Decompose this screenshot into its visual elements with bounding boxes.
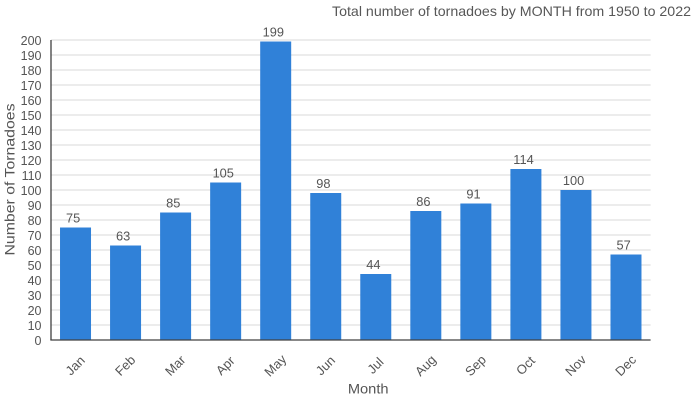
svg-text:86: 86 (416, 194, 430, 209)
svg-text:Total number of tornadoes by M: Total number of tornadoes by MONTH from … (332, 3, 691, 19)
svg-text:100: 100 (21, 184, 42, 198)
svg-text:130: 130 (21, 139, 42, 153)
svg-text:150: 150 (21, 109, 42, 123)
svg-text:85: 85 (166, 196, 180, 211)
svg-text:50: 50 (28, 259, 42, 273)
svg-text:70: 70 (28, 229, 42, 243)
svg-text:180: 180 (21, 64, 42, 78)
svg-text:Month: Month (348, 381, 389, 396)
svg-text:10: 10 (28, 319, 42, 333)
svg-text:30: 30 (28, 289, 42, 303)
svg-text:40: 40 (28, 274, 42, 288)
svg-text:0: 0 (35, 334, 42, 348)
svg-text:105: 105 (213, 166, 234, 181)
svg-text:80: 80 (28, 214, 42, 228)
svg-text:140: 140 (21, 124, 42, 138)
svg-text:98: 98 (316, 176, 330, 191)
svg-text:160: 160 (21, 94, 42, 108)
svg-text:190: 190 (21, 49, 42, 63)
svg-text:90: 90 (28, 199, 42, 213)
svg-text:114: 114 (513, 152, 533, 167)
svg-text:120: 120 (21, 154, 42, 168)
svg-text:200: 200 (21, 34, 42, 48)
svg-text:63: 63 (116, 229, 130, 244)
svg-text:110: 110 (22, 169, 42, 183)
svg-text:100: 100 (563, 173, 584, 188)
svg-text:20: 20 (28, 304, 42, 318)
svg-text:91: 91 (466, 187, 480, 202)
svg-text:60: 60 (28, 244, 42, 258)
svg-text:44: 44 (366, 257, 380, 272)
svg-text:57: 57 (616, 238, 630, 253)
svg-text:75: 75 (66, 211, 80, 226)
svg-text:199: 199 (263, 25, 284, 40)
svg-text:Number of Tornadoes: Number of Tornadoes (2, 103, 17, 255)
svg-text:170: 170 (21, 79, 42, 93)
